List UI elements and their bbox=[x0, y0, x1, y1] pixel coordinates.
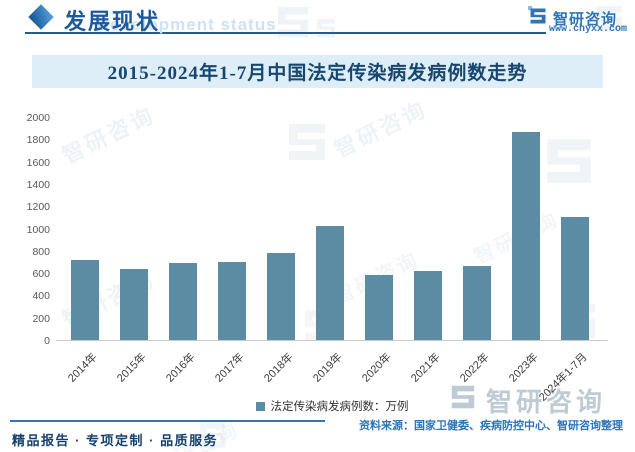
bar-2022年 bbox=[463, 266, 492, 340]
bar-2014年 bbox=[70, 259, 99, 340]
brand-watermark-text: 智研咨询 bbox=[486, 387, 607, 417]
plot-area bbox=[56, 118, 608, 341]
bar-column bbox=[207, 117, 256, 340]
section-title: 发展现状 bbox=[64, 9, 161, 34]
source-text: 资料来源：国家卫健委、疾病防控中心、智研咨询整理 bbox=[359, 420, 623, 432]
y-tick-label: 1800 bbox=[26, 134, 50, 147]
bar-2023年 bbox=[512, 131, 541, 340]
legend-marker-icon bbox=[255, 402, 265, 411]
y-tick-label: 400 bbox=[32, 290, 50, 303]
bar-column bbox=[109, 117, 158, 340]
bar-column bbox=[404, 117, 453, 340]
brand-logo: 智研咨询 bbox=[528, 6, 617, 31]
footer-divider bbox=[10, 420, 325, 422]
y-tick-label: 1200 bbox=[26, 201, 50, 214]
brand-url: www.chyxx.com bbox=[549, 24, 628, 35]
bar-2024年1-7月 bbox=[561, 217, 590, 340]
bar-2018年 bbox=[266, 253, 295, 340]
brand-watermark: 智研咨询 bbox=[448, 382, 606, 419]
bar-2017年 bbox=[217, 262, 246, 340]
bar-2021年 bbox=[414, 271, 443, 340]
brand-logo-watermark-icon bbox=[448, 382, 478, 419]
bar-2019年 bbox=[316, 225, 345, 340]
y-tick-label: 200 bbox=[32, 312, 50, 325]
bar-column bbox=[256, 117, 305, 340]
bar-column bbox=[453, 117, 502, 340]
bar-column bbox=[305, 117, 354, 340]
bar-series bbox=[60, 117, 600, 340]
bar-column bbox=[502, 117, 551, 340]
legend-label: 法定传染病发病例数：万例 bbox=[270, 401, 409, 413]
bar-2020年 bbox=[365, 275, 394, 340]
y-tick-label: 1600 bbox=[26, 156, 50, 169]
brand-name: 智研咨询 bbox=[553, 11, 618, 28]
chart-title-band: 2015-2024年1-7月中国法定传染病发病例数走势 bbox=[32, 55, 603, 88]
page-header: Development status 发展现状 智研咨询 www.chyxx.c… bbox=[0, 0, 635, 46]
chart-legend: 法定传染病发病例数：万例 bbox=[56, 398, 608, 414]
y-tick-label: 0 bbox=[44, 335, 50, 347]
diamond-icon bbox=[28, 4, 54, 30]
footer-slogan: 精品报告 · 专项定制 · 品质服务 bbox=[12, 433, 219, 448]
bar-column bbox=[158, 117, 207, 340]
bar-column bbox=[355, 117, 404, 340]
bar-2015年 bbox=[119, 268, 148, 340]
y-tick-label: 1400 bbox=[26, 178, 50, 191]
bar-2016年 bbox=[168, 262, 197, 340]
bar-column bbox=[60, 117, 109, 340]
y-tick-label: 1000 bbox=[26, 223, 50, 236]
y-tick-label: 600 bbox=[32, 268, 50, 281]
brand-logo-icon bbox=[528, 6, 548, 31]
y-tick-label: 800 bbox=[32, 245, 50, 258]
header-divider bbox=[25, 32, 546, 34]
y-tick-label: 2000 bbox=[26, 112, 50, 124]
bar-column bbox=[551, 117, 600, 340]
section-title-english: Development status bbox=[97, 15, 277, 34]
chart-title: 2015-2024年1-7月中国法定传染病发病例数走势 bbox=[107, 63, 528, 84]
